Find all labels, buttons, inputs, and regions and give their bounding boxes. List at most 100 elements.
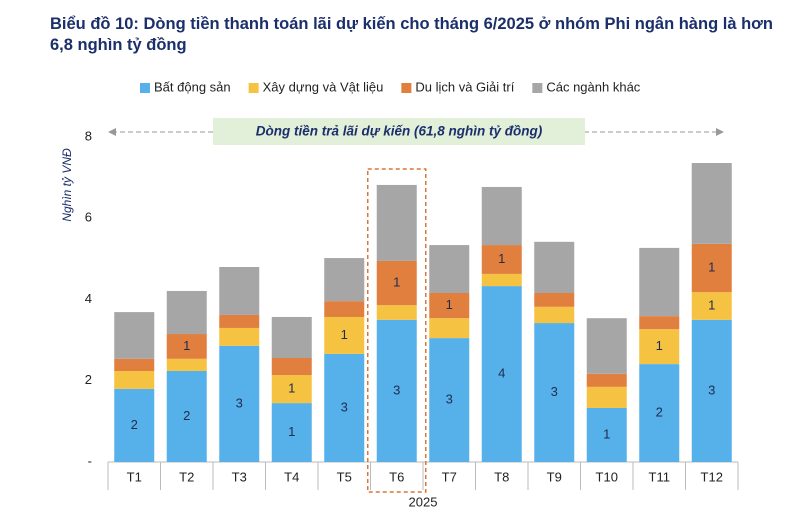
bar-segment xyxy=(271,358,312,376)
bar-segment xyxy=(639,316,680,330)
data-label: 3 xyxy=(551,384,558,399)
legend-label: Các ngành khác xyxy=(546,79,640,94)
bar-segment xyxy=(481,286,522,462)
bar-segment xyxy=(324,301,365,317)
bar-segment xyxy=(586,407,627,462)
bar-segment xyxy=(376,319,417,462)
y-tick-label: 2 xyxy=(85,372,92,387)
bar-segment xyxy=(376,184,417,261)
data-label: 1 xyxy=(708,259,715,274)
data-label: 1 xyxy=(288,424,295,439)
bar-segment xyxy=(481,245,522,274)
bar-segment xyxy=(271,375,312,404)
data-label: 3 xyxy=(708,382,715,397)
bar-segment xyxy=(586,318,627,374)
data-label: 1 xyxy=(446,297,453,312)
data-label: 3 xyxy=(341,399,348,414)
bar-segment xyxy=(114,371,155,389)
bar-segment xyxy=(166,358,207,371)
bar-segment xyxy=(429,245,470,293)
x-tick-label: T3 xyxy=(232,469,247,484)
y-tick-label: - xyxy=(88,453,92,468)
legend-label: Du lịch và Giải trí xyxy=(415,79,514,94)
data-label: 3 xyxy=(393,382,400,397)
legend-swatch xyxy=(532,83,543,93)
y-axis-label: Nghìn tỷ VNĐ xyxy=(60,148,74,222)
bar-segment xyxy=(219,327,260,346)
x-tick-label: T11 xyxy=(649,469,670,484)
data-label: 4 xyxy=(498,365,505,380)
data-label: 2 xyxy=(131,417,138,432)
data-label: 1 xyxy=(708,297,715,312)
x-tick-label: T9 xyxy=(547,469,562,484)
y-tick-label: 6 xyxy=(85,210,92,225)
bar-segment xyxy=(429,293,470,319)
data-label: 1 xyxy=(393,274,400,289)
x-tick-label: T10 xyxy=(596,469,618,484)
bar-segment xyxy=(534,323,575,462)
data-label: 1 xyxy=(341,327,348,342)
bar-segment xyxy=(481,186,522,246)
data-label: 1 xyxy=(656,338,663,353)
x-tick-label: T1 xyxy=(127,469,142,484)
bar-segment xyxy=(114,312,155,359)
bar-segment xyxy=(429,338,470,462)
data-label: 3 xyxy=(446,391,453,406)
bar-segment xyxy=(219,345,260,462)
x-tick-label: T5 xyxy=(337,469,352,484)
bar-segment xyxy=(166,371,207,462)
x-tick-label: T12 xyxy=(701,469,723,484)
bar-segment xyxy=(429,318,470,339)
bar-segment xyxy=(114,388,155,462)
data-label: 1 xyxy=(603,426,610,441)
bar-segment xyxy=(271,403,312,462)
data-label: 1 xyxy=(498,251,505,266)
bar-segment xyxy=(219,267,260,315)
bar-segment xyxy=(534,241,575,293)
highlight-box xyxy=(367,168,427,493)
data-label: 2 xyxy=(656,404,663,419)
x-tick-label: T7 xyxy=(442,469,457,484)
bar-segment xyxy=(586,373,627,387)
data-label: 1 xyxy=(183,338,190,353)
y-tick-label: 8 xyxy=(85,128,92,143)
x-tick-label: T6 xyxy=(389,469,404,484)
bar-segment xyxy=(324,258,365,302)
y-tick-label: 4 xyxy=(85,291,92,306)
bar-segment xyxy=(586,386,627,408)
x-axis-label: 2025 xyxy=(409,494,438,509)
bar-segment xyxy=(534,293,575,307)
bar-segment xyxy=(691,319,732,462)
bar-segment xyxy=(639,247,680,317)
x-tick-label: T8 xyxy=(494,469,509,484)
annotation: Dòng tiền trả lãi dự kiến (61,8 nghìn tỷ… xyxy=(256,124,543,139)
bar-segment xyxy=(639,329,680,365)
legend-label: Bất động sản xyxy=(154,79,231,94)
bar-segment xyxy=(376,305,417,320)
legend-swatch xyxy=(140,83,150,93)
bar-segment xyxy=(324,316,365,354)
bar-segment xyxy=(219,314,260,328)
data-label: 3 xyxy=(236,395,243,410)
annotation-box xyxy=(213,118,585,145)
legend-swatch xyxy=(248,83,259,93)
x-tick-label: T2 xyxy=(179,469,194,484)
bar-segment xyxy=(114,358,155,371)
bar-segment xyxy=(481,273,522,287)
bar-segment xyxy=(639,364,680,462)
data-label: 1 xyxy=(288,381,295,396)
bar-segment xyxy=(534,306,575,324)
bar-segment xyxy=(324,353,365,462)
legend-swatch xyxy=(401,83,412,93)
chart-title: Biểu đồ 10: Dòng tiền thanh toán lãi dự … xyxy=(50,15,773,54)
bar-segment xyxy=(271,316,312,358)
data-label: 2 xyxy=(183,408,190,423)
bar-segment xyxy=(166,290,207,335)
bar-segment xyxy=(166,334,207,359)
x-tick-label: T4 xyxy=(284,469,299,484)
legend-label: Xây dựng và Vật liệu xyxy=(263,79,384,94)
bar-segment xyxy=(691,243,732,293)
bar-segment xyxy=(376,260,417,306)
